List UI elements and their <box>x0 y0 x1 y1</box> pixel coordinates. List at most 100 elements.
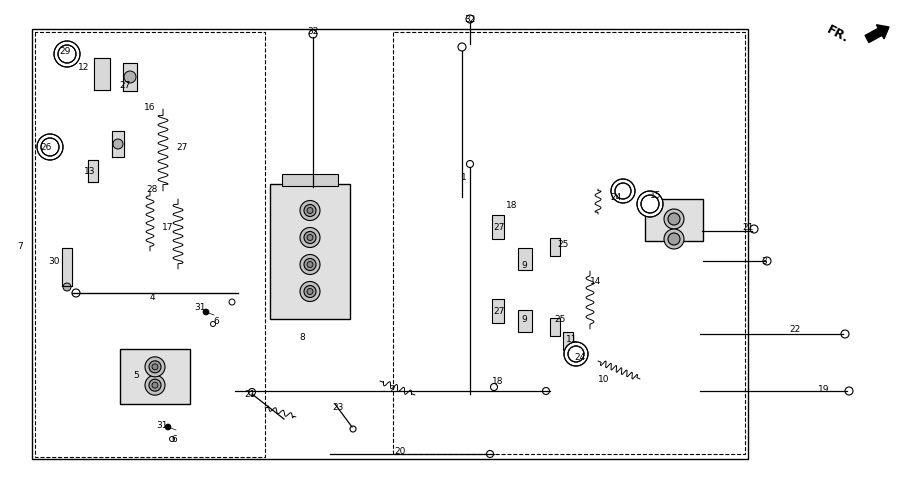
Circle shape <box>145 376 165 395</box>
Text: 23: 23 <box>332 403 344 412</box>
Circle shape <box>304 205 316 217</box>
Text: 25: 25 <box>554 315 566 324</box>
Circle shape <box>304 259 316 271</box>
Text: 21: 21 <box>244 390 256 399</box>
Circle shape <box>300 282 320 302</box>
Circle shape <box>229 300 235 305</box>
Polygon shape <box>123 64 137 92</box>
Circle shape <box>668 233 680 245</box>
Circle shape <box>37 135 63 161</box>
Circle shape <box>845 387 853 395</box>
Circle shape <box>641 196 659 213</box>
FancyBboxPatch shape <box>518 310 532 333</box>
Text: 17: 17 <box>162 223 174 232</box>
Text: 6: 6 <box>171 435 177 443</box>
Circle shape <box>210 322 216 327</box>
Circle shape <box>668 213 680 226</box>
Circle shape <box>63 284 71 291</box>
Text: 28: 28 <box>146 185 158 194</box>
Circle shape <box>664 210 684 229</box>
Circle shape <box>304 286 316 298</box>
Circle shape <box>149 379 161 392</box>
Circle shape <box>149 361 161 373</box>
Circle shape <box>300 255 320 275</box>
Text: 10: 10 <box>599 375 610 384</box>
FancyArrow shape <box>865 26 889 44</box>
Text: 27: 27 <box>493 307 504 316</box>
FancyBboxPatch shape <box>492 300 504 323</box>
Text: 15: 15 <box>650 191 662 200</box>
Text: 25: 25 <box>557 240 569 249</box>
Text: 24: 24 <box>574 353 586 362</box>
FancyBboxPatch shape <box>550 239 560 257</box>
Circle shape <box>664 229 684 249</box>
Text: 4: 4 <box>149 293 155 302</box>
Circle shape <box>307 208 313 214</box>
Text: 29: 29 <box>59 47 71 56</box>
Circle shape <box>615 183 631 199</box>
FancyBboxPatch shape <box>282 175 338 187</box>
FancyBboxPatch shape <box>645 199 703 242</box>
Text: 5: 5 <box>133 371 139 380</box>
FancyBboxPatch shape <box>563 333 573 350</box>
Text: 18: 18 <box>493 377 503 386</box>
Circle shape <box>542 388 550 394</box>
Circle shape <box>300 228 320 248</box>
Text: 6: 6 <box>213 317 219 326</box>
Text: 32: 32 <box>464 15 475 25</box>
Circle shape <box>249 389 256 396</box>
Text: 27: 27 <box>176 143 188 152</box>
Polygon shape <box>94 59 110 91</box>
Text: 11: 11 <box>566 335 578 344</box>
Circle shape <box>486 451 493 457</box>
Text: 32: 32 <box>307 28 318 36</box>
Circle shape <box>750 226 758 233</box>
Text: 24: 24 <box>610 193 621 202</box>
Text: FR.: FR. <box>824 23 851 45</box>
Text: 21: 21 <box>742 223 754 232</box>
Circle shape <box>304 232 316 244</box>
Circle shape <box>152 382 158 388</box>
Circle shape <box>72 289 80 297</box>
Text: 19: 19 <box>818 385 830 393</box>
FancyBboxPatch shape <box>120 349 190 404</box>
Circle shape <box>307 262 313 268</box>
Text: 31: 31 <box>194 303 206 312</box>
Circle shape <box>300 201 320 221</box>
FancyBboxPatch shape <box>270 184 350 319</box>
Circle shape <box>152 364 158 370</box>
Circle shape <box>309 31 317 39</box>
Circle shape <box>611 180 635 204</box>
Circle shape <box>307 235 313 241</box>
Text: 22: 22 <box>789 325 801 334</box>
Text: 31: 31 <box>156 421 168 430</box>
Circle shape <box>568 346 584 362</box>
Circle shape <box>58 46 76 64</box>
Text: 14: 14 <box>590 277 601 286</box>
Circle shape <box>165 424 171 430</box>
Text: 20: 20 <box>395 447 405 455</box>
Text: 12: 12 <box>78 63 90 72</box>
Text: 7: 7 <box>17 242 23 251</box>
Polygon shape <box>112 132 124 158</box>
Text: 3: 3 <box>761 257 767 266</box>
Circle shape <box>170 437 174 441</box>
Circle shape <box>466 161 473 168</box>
Circle shape <box>54 42 80 68</box>
Text: 13: 13 <box>84 167 96 176</box>
Circle shape <box>637 192 663 217</box>
Text: 9: 9 <box>522 260 527 269</box>
Text: 27: 27 <box>493 223 504 232</box>
Text: 30: 30 <box>48 257 60 266</box>
Circle shape <box>564 342 588 366</box>
FancyBboxPatch shape <box>492 215 504 240</box>
Text: 27: 27 <box>120 81 131 91</box>
Text: 26: 26 <box>40 143 52 152</box>
Text: 1: 1 <box>461 173 467 182</box>
FancyBboxPatch shape <box>550 318 560 336</box>
Circle shape <box>113 140 123 150</box>
Circle shape <box>466 16 474 24</box>
Circle shape <box>203 309 209 316</box>
Circle shape <box>124 72 136 84</box>
Text: 8: 8 <box>299 333 305 342</box>
